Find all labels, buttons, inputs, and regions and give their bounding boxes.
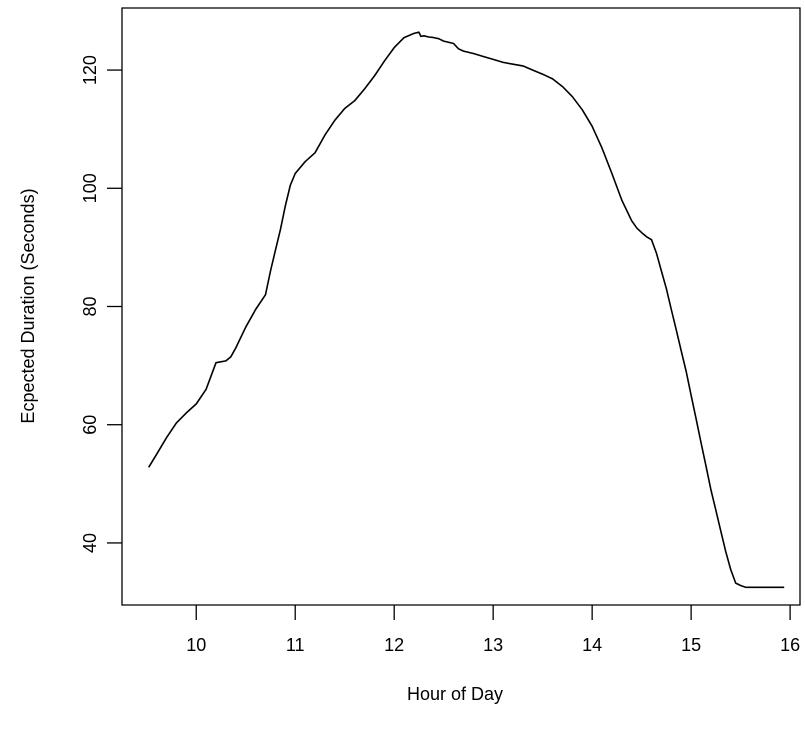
x-tick-label: 13 — [483, 635, 503, 655]
x-tick-label: 16 — [780, 635, 800, 655]
y-tick-label: 120 — [80, 55, 100, 85]
x-tick-label: 15 — [681, 635, 701, 655]
y-tick-label: 60 — [80, 415, 100, 435]
series-layer — [148, 31, 785, 589]
y-tick-label: 40 — [80, 533, 100, 553]
x-tick-label: 12 — [384, 635, 404, 655]
series-line-0 — [148, 31, 785, 589]
x-tick-label: 10 — [186, 635, 206, 655]
x-axis: 10 11 12 13 14 15 16 — [186, 605, 800, 655]
y-tick-label: 100 — [80, 173, 100, 203]
x-axis-title: Hour of Day — [407, 684, 503, 704]
y-axis-title: Ecpected Duration (Seconds) — [18, 188, 38, 423]
y-axis: 40 60 80 100 120 — [80, 55, 122, 553]
x-tick-label: 11 — [286, 635, 305, 655]
plot-frame — [121, 7, 801, 606]
y-tick-label: 80 — [80, 296, 100, 316]
x-tick-label: 14 — [582, 635, 602, 655]
